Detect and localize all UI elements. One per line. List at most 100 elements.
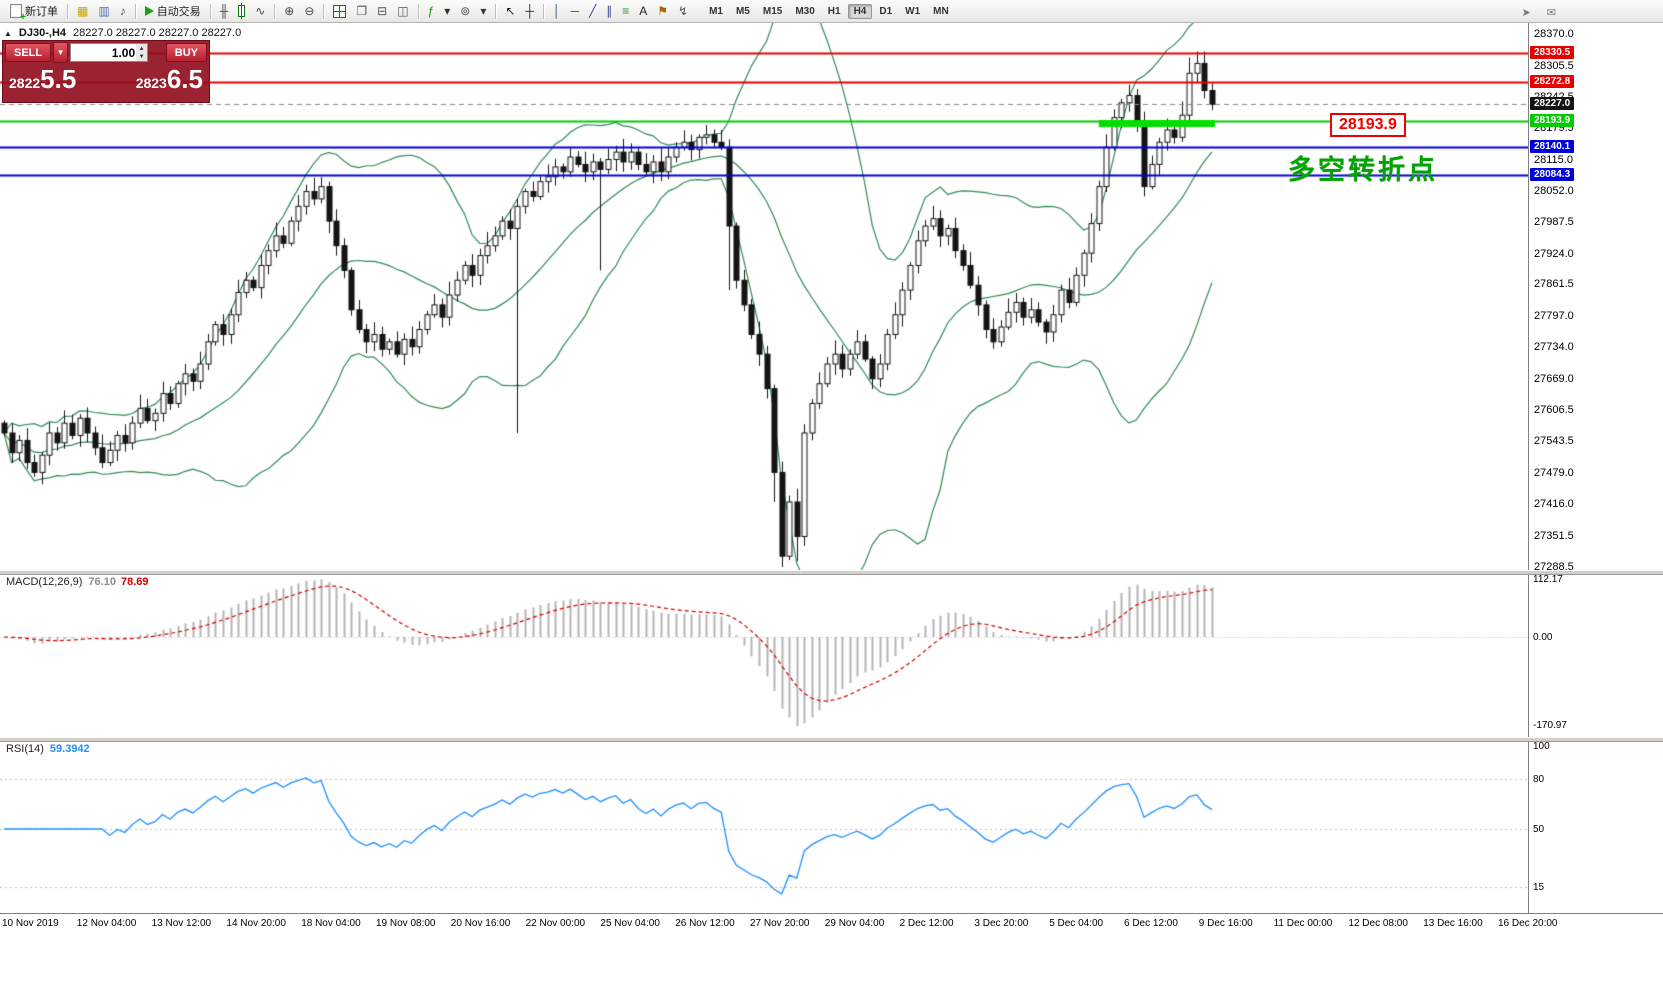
price-tick: 27479.0 xyxy=(1534,466,1574,479)
timeframe-mn[interactable]: MN xyxy=(933,5,949,17)
time-label: 9 Dec 16:00 xyxy=(1198,918,1253,929)
candlestick-chart-canvas[interactable] xyxy=(0,23,1528,570)
timeframe-h1[interactable]: H1 xyxy=(827,5,841,17)
horizontal-line-icon: ─ xyxy=(570,4,579,18)
time-label: 11 Dec 00:00 xyxy=(1273,918,1333,929)
timeframe-m1[interactable]: M1 xyxy=(709,5,723,17)
alerts-sound-icon[interactable]: ♪ xyxy=(116,1,130,21)
buy-button[interactable]: BUY xyxy=(165,43,207,62)
cursor-icon[interactable]: ↖ xyxy=(501,1,519,21)
macd-canvas[interactable] xyxy=(0,573,1528,737)
sell-price[interactable]: 28225.5 xyxy=(9,64,77,94)
arrows-icon[interactable]: ↯ xyxy=(674,1,692,21)
price-tick: 28305.5 xyxy=(1534,59,1574,72)
price-tick: 27987.5 xyxy=(1534,216,1574,229)
toolbar-separator xyxy=(134,3,136,19)
trendline-icon[interactable]: ╱ xyxy=(585,1,600,21)
time-label: 3 Dec 20:00 xyxy=(974,918,1029,929)
price-badge: 28272.8 xyxy=(1530,74,1575,88)
timeframe-h4[interactable]: H4 xyxy=(847,3,873,19)
fibonacci-icon: ≡ xyxy=(622,4,630,18)
buy-price[interactable]: 28236.5 xyxy=(135,64,203,94)
time-label: 6 Dec 12:00 xyxy=(1124,918,1178,929)
candlestick-chart-icon[interactable] xyxy=(234,1,249,21)
rsi-label: RSI(14) 59.3942 xyxy=(4,743,92,755)
new-order-button xyxy=(10,4,26,23)
time-axis[interactable]: 10 Nov 2019 12 Nov 04:00 13 Nov 12:00 14 No… xyxy=(0,913,1663,936)
channel-icon[interactable]: ∥ xyxy=(602,1,616,21)
tile-horizontal-icon[interactable]: ⊟ xyxy=(373,1,391,21)
fibonacci-icon[interactable]: ≡ xyxy=(618,1,633,21)
channel-icon: ∥ xyxy=(606,4,613,18)
arrows-icon: ↯ xyxy=(678,4,689,18)
time-label: 10 Nov 2019 xyxy=(2,918,59,929)
time-label: 13 Nov 12:00 xyxy=(151,918,212,929)
chat-icon[interactable]: ✉ xyxy=(1546,6,1556,19)
charts-profile-icon[interactable]: ▦ xyxy=(73,1,92,21)
horizontal-line-icon[interactable]: ─ xyxy=(566,1,583,21)
toolbar-separator xyxy=(495,3,497,19)
timeframe-m15[interactable]: M15 xyxy=(762,5,783,17)
line-chart-icon[interactable]: ∿ xyxy=(251,1,269,21)
time-label: 25 Nov 04:00 xyxy=(600,918,660,929)
cycles-icon[interactable]: ⊚ xyxy=(456,1,474,21)
symbol-period-label: DJ30-,H4 xyxy=(18,27,66,39)
text-icon[interactable]: A xyxy=(635,1,651,21)
sell-button[interactable]: SELL xyxy=(5,43,52,62)
text-icon: A xyxy=(639,4,648,18)
new-order-button[interactable]: 新订单 xyxy=(6,1,62,23)
timeframe-w1[interactable]: W1 xyxy=(905,5,921,17)
label-icon[interactable]: ⚑ xyxy=(653,1,672,21)
timeframe-m5[interactable]: M5 xyxy=(735,5,750,17)
rsi-scale-label: 80 xyxy=(1533,774,1545,786)
one-click-trading-panel: SELL ▼ ▲▼ BUY 28225.5 28236.5 xyxy=(2,40,210,103)
tile-windows-icon[interactable] xyxy=(329,1,350,21)
time-label: 14 Nov 20:00 xyxy=(226,918,286,929)
timeframe-d1[interactable]: D1 xyxy=(879,5,893,17)
tile-horizontal-icon: ⊟ xyxy=(377,4,388,18)
vertical-line-icon[interactable]: │ xyxy=(549,1,565,21)
objects-caret-icon[interactable]: ▾ xyxy=(476,1,490,21)
lot-spinner[interactable]: ▲ ▼ xyxy=(136,44,148,61)
indicators-icon[interactable]: ƒ xyxy=(424,1,439,21)
bar-chart-icon[interactable]: ╫ xyxy=(216,1,233,21)
toolbar-group: ▦ ▥ ♪ xyxy=(70,1,133,21)
cycles-icon: ⊚ xyxy=(460,4,471,18)
bar-chart-icon: ╫ xyxy=(219,4,229,18)
crosshair-icon[interactable]: ┼ xyxy=(521,1,538,21)
price-badge: 28084.3 xyxy=(1530,167,1575,181)
price-tick: 28115.0 xyxy=(1534,153,1573,166)
price-scale[interactable]: 28370.028305.528242.528179.528115.028052… xyxy=(1528,23,1663,933)
new-order-button-label: 新订单 xyxy=(25,6,58,18)
autotrading-button[interactable]: 自动交易 xyxy=(141,1,205,21)
time-label: 19 Nov 08:00 xyxy=(376,918,436,929)
zoom-out-icon: ⊖ xyxy=(304,4,315,18)
zoom-out-icon[interactable]: ⊖ xyxy=(300,1,318,21)
price-level-callout[interactable]: 28193.9 xyxy=(1330,113,1406,137)
tile-vertical-icon[interactable]: ◫ xyxy=(393,1,412,21)
timeframe-m30[interactable]: M30 xyxy=(795,5,815,17)
market-watch-icon[interactable]: ▥ xyxy=(94,1,113,21)
time-label: 12 Nov 04:00 xyxy=(76,918,137,929)
toolbar-group: ⊕ ⊖ xyxy=(277,1,321,21)
candlestick-chart-icon xyxy=(238,3,246,19)
zoom-in-icon[interactable]: ⊕ xyxy=(280,1,298,21)
price-tick: 27924.0 xyxy=(1534,247,1574,260)
price-tick: 27669.0 xyxy=(1534,373,1574,386)
toolbar-group: ❐ ⊟ ◫ xyxy=(326,1,415,21)
pointer-arrow-icon[interactable]: ➤ xyxy=(1521,6,1531,19)
lot-size-input[interactable] xyxy=(70,43,149,62)
indicators-caret-icon[interactable]: ▾ xyxy=(440,1,454,21)
cascade-windows-icon[interactable]: ❐ xyxy=(352,1,371,21)
price-badge: 28330.5 xyxy=(1530,46,1575,60)
price-tick: 28370.0 xyxy=(1534,27,1574,40)
rsi-canvas[interactable] xyxy=(0,740,1528,913)
trade-options-caret-icon[interactable]: ▼ xyxy=(53,42,69,63)
crosshair-icon: ┼ xyxy=(525,4,534,18)
price-tick: 27543.5 xyxy=(1534,435,1574,448)
turning-point-annotation[interactable]: 多空转折点 xyxy=(1288,155,1438,185)
collapse-arrow-icon[interactable]: ▲ xyxy=(4,28,12,38)
macd-panel: MACD(12,26,9) 76.10 78.69 xyxy=(0,573,1528,737)
macd-scale-label: 112.17 xyxy=(1533,574,1563,585)
